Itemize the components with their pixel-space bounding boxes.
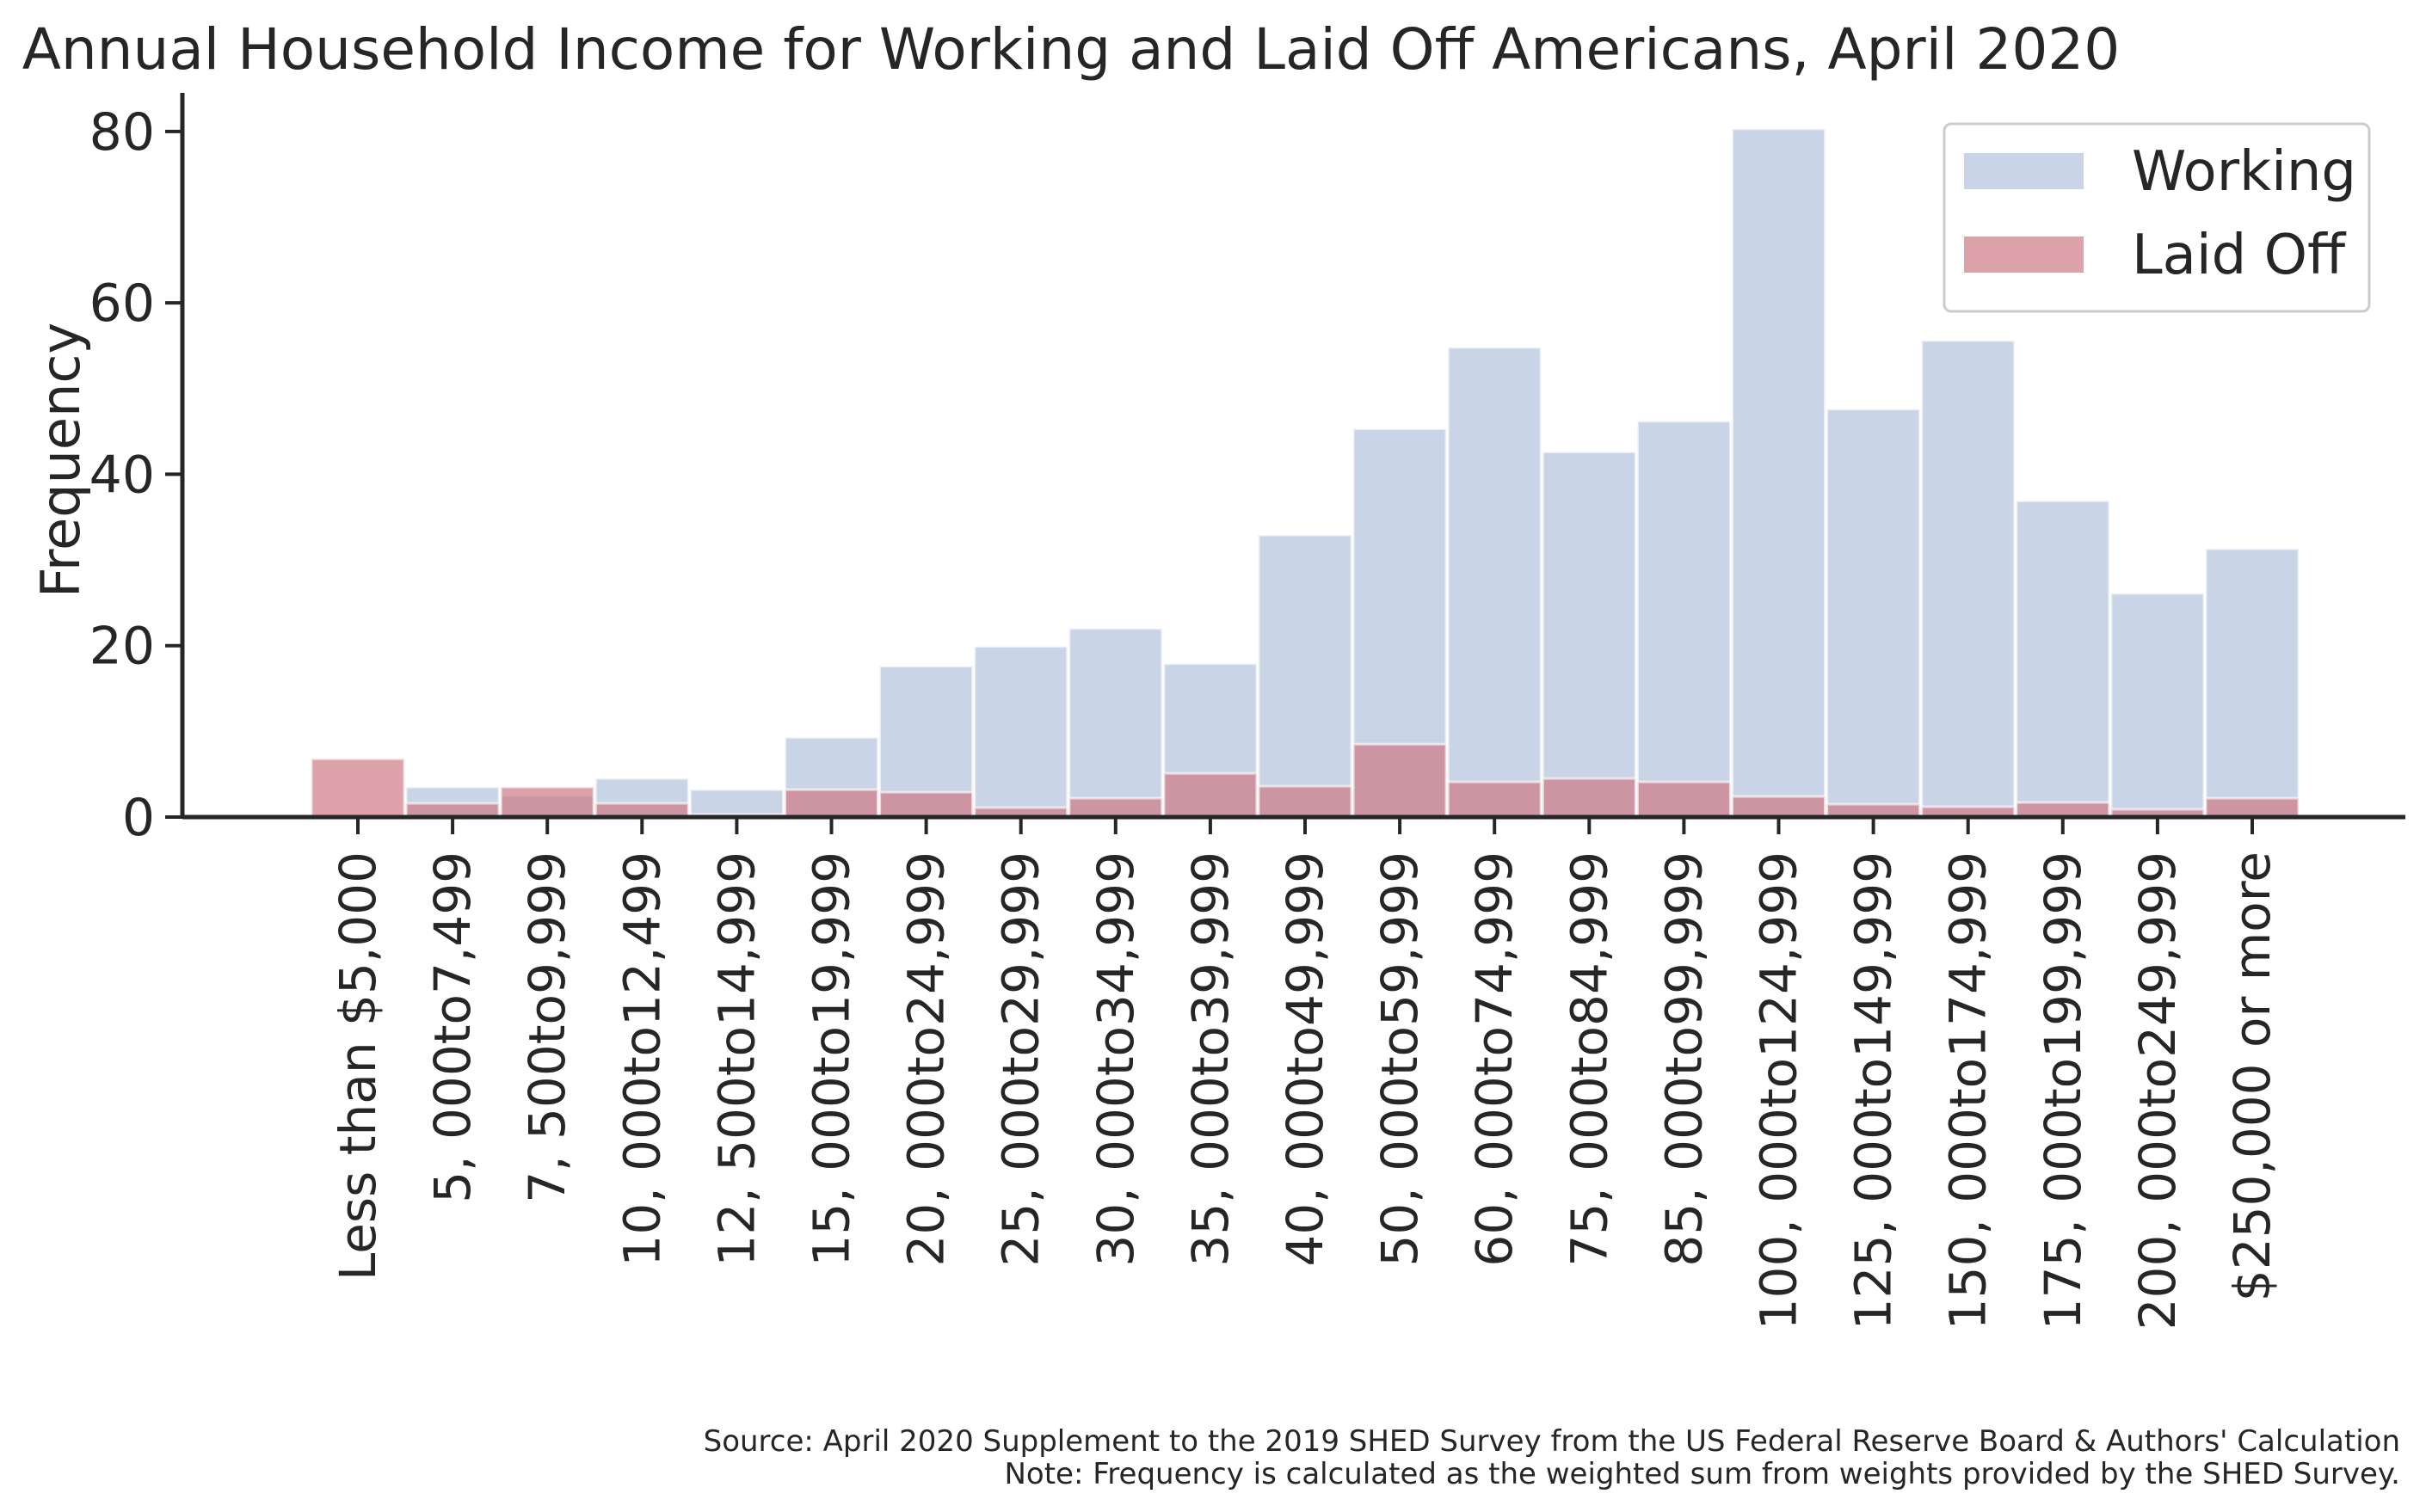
bar-laid-off-6 [878, 790, 975, 819]
bar-laid-off-14 [1635, 780, 1732, 819]
bar-working-7 [973, 645, 1069, 819]
chart-title: Annual Household Income for Working and … [22, 16, 2121, 83]
x-tick-label-14: 85, 000to99,999 [1654, 851, 1713, 1267]
x-axis-ticks: Less than $5,000 5, 000to7,499 7, 500to9,9… [329, 817, 2281, 1330]
bar-working-8 [1068, 627, 1164, 819]
y-tick-label-60: 60 [89, 274, 155, 334]
bar-laid-off-9 [1162, 771, 1259, 819]
bar-working-14 [1635, 420, 1732, 819]
x-tick-label-19: 200, 000to249,999 [2128, 851, 2187, 1330]
bar-laid-off-12 [1446, 780, 1542, 819]
legend-swatch-working [1964, 153, 2084, 189]
bar-laid-off-18 [2015, 801, 2111, 819]
x-tick-label-6: 20, 000to24,999 [897, 851, 956, 1267]
bar-working-20 [2204, 547, 2300, 819]
x-tick-label-16: 125, 000to149,999 [1844, 851, 1903, 1330]
x-tick-label-20: $250,000 or more [2223, 851, 2281, 1301]
bar-working-17 [1920, 339, 2017, 819]
bar-laid-off-10 [1257, 784, 1353, 819]
y-axis-ticks: 0 20 40 60 80 [89, 102, 182, 848]
x-tick-label-5: 15, 000to19,999 [803, 851, 861, 1267]
x-tick-label-2: 7, 500to9,999 [518, 851, 576, 1203]
x-tick-label-18: 175, 000to199,999 [2034, 851, 2092, 1330]
x-tick-label-12: 60, 000to74,999 [1465, 851, 1524, 1267]
legend-label-working: Working [2132, 140, 2356, 204]
bar-laid-off-15 [1731, 795, 1826, 819]
bar-working-15 [1731, 127, 1826, 819]
x-tick-label-9: 35, 000to39,999 [1181, 851, 1240, 1267]
x-tick-label-0: Less than $5,000 [329, 851, 387, 1281]
y-tick-label-20: 20 [89, 617, 155, 677]
bar-working-18 [2015, 499, 2111, 819]
bar-laid-off-2 [499, 785, 595, 819]
bar-working-4 [688, 788, 785, 819]
bar-laid-off-20 [2204, 796, 2300, 819]
y-tick-label-80: 80 [89, 102, 155, 163]
x-tick-label-10: 40, 000to49,999 [1276, 851, 1334, 1267]
y-tick-label-40: 40 [89, 445, 155, 505]
x-tick-label-4: 12, 500to14,999 [707, 851, 766, 1267]
x-tick-label-11: 50, 000to59,999 [1370, 851, 1429, 1267]
bar-working-19 [2109, 592, 2206, 819]
y-axis-label: Frequency [29, 323, 92, 598]
x-tick-label-7: 25, 000to29,999 [992, 851, 1050, 1267]
bar-laid-off-5 [784, 788, 879, 819]
bar-laid-off-0 [310, 757, 406, 819]
bar-laid-off-8 [1068, 796, 1164, 819]
x-tick-label-15: 100, 000to124,999 [1750, 851, 1808, 1330]
x-tick-label-17: 150, 000to174,999 [1939, 851, 1998, 1330]
x-tick-label-3: 10, 000to12,499 [613, 851, 671, 1267]
bar-laid-off-11 [1352, 742, 1448, 819]
bar-laid-off-13 [1541, 777, 1637, 819]
bar-working-13 [1541, 451, 1637, 819]
legend: Working Laid Off [1943, 122, 2371, 313]
source-footnote: Source: April 2020 Supplement to the 201… [704, 1424, 2400, 1459]
x-tick-label-8: 30, 000to34,999 [1087, 851, 1145, 1267]
bar-working-16 [1826, 408, 1922, 819]
legend-label-laid-off: Laid Off [2132, 224, 2347, 287]
bar-working-12 [1446, 346, 1542, 819]
y-tick-label-0: 0 [122, 788, 155, 848]
note-footnote: Note: Frequency is calculated as the wei… [1004, 1457, 2400, 1491]
x-tick-label-13: 75, 000to84,999 [1560, 851, 1618, 1267]
bar-working-10 [1257, 533, 1353, 819]
legend-swatch-laid-off [1964, 237, 2084, 273]
x-tick-label-1: 5, 000to7,499 [423, 851, 482, 1203]
